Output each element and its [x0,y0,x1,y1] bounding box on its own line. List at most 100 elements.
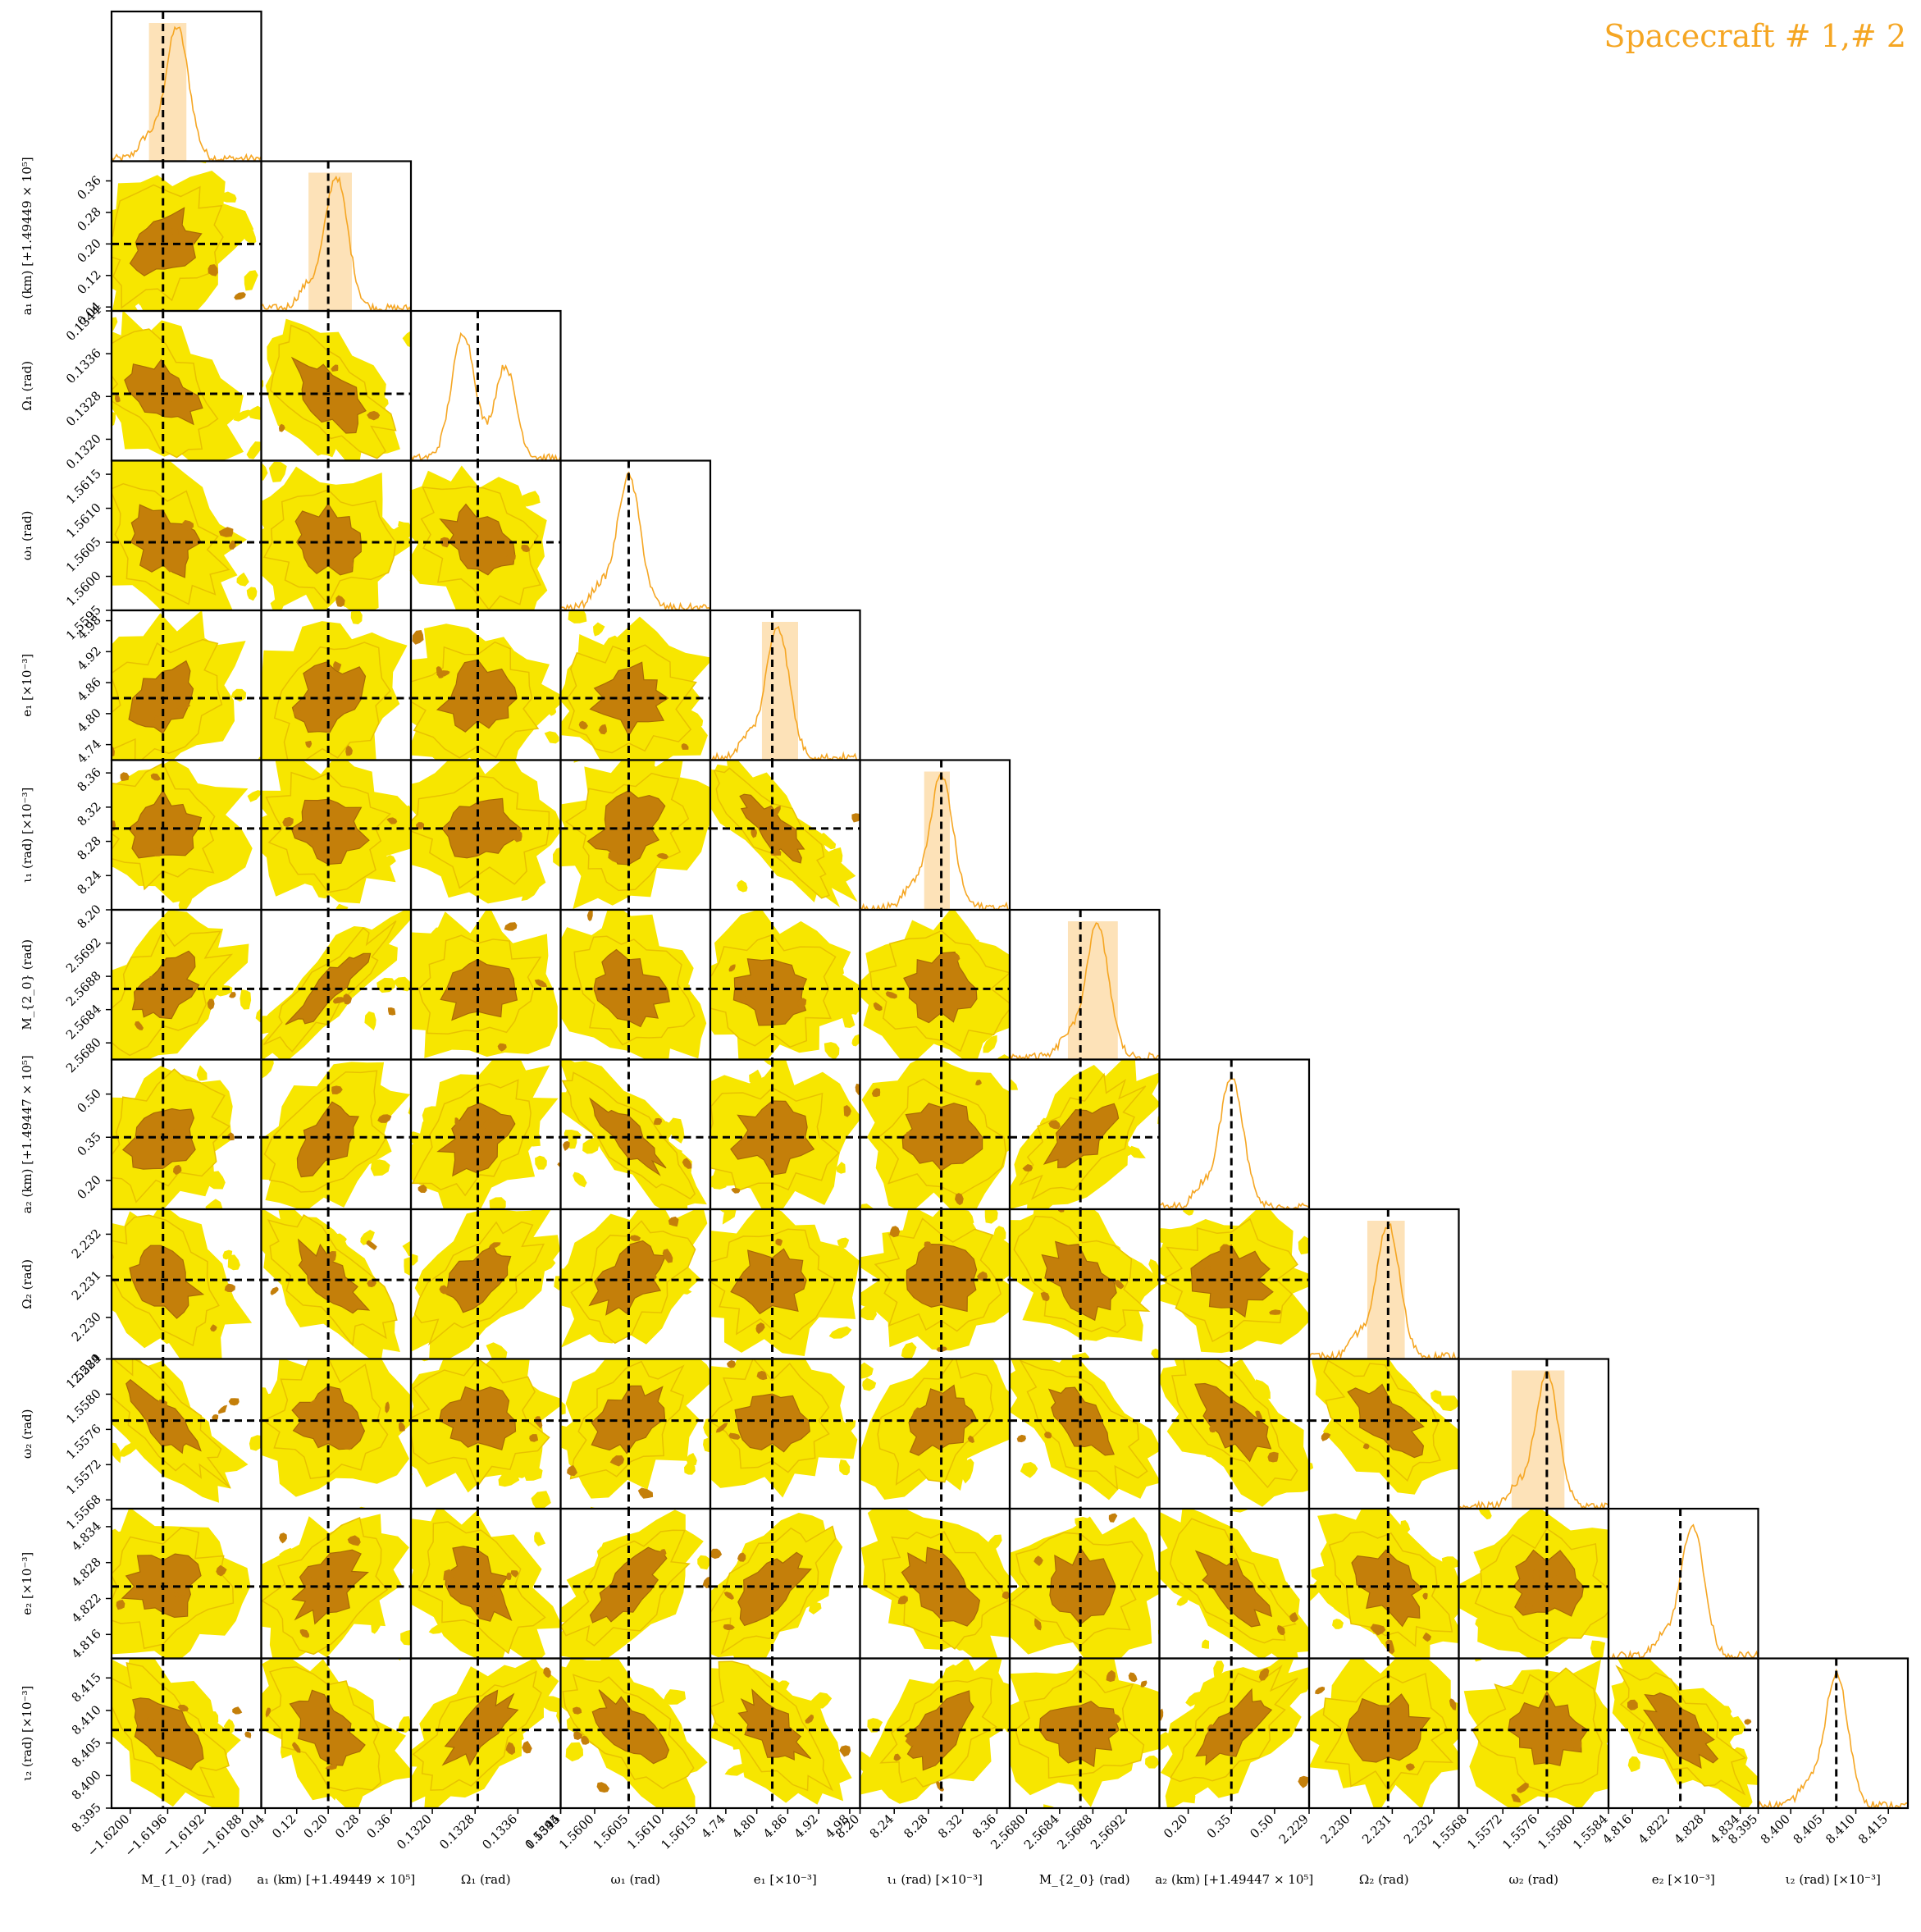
contour-island [560,1400,566,1415]
contour-island [979,1543,995,1563]
contour-inner-island [1258,1668,1270,1681]
contour-island [489,1197,506,1209]
contour-inner-island [1549,1575,1558,1587]
panel-a2-iota1 [859,1058,1011,1211]
contour-inner-island [1321,1432,1331,1441]
x-axis-label: e₁ [×10⁻³] [754,1872,817,1887]
contour-island [830,962,844,977]
contour-inner-island [967,1435,974,1443]
contour-inner-island [1002,1592,1010,1600]
contour-island [710,1397,715,1410]
credible-band [1067,921,1118,1060]
y-tick-label: 1.5580 [63,1386,104,1427]
contour-inner-island [503,554,516,564]
contour-island [1186,1229,1198,1243]
contour-inner-island [347,1535,361,1546]
contour-inner [441,1689,519,1766]
panel-e2-omega1 [559,1507,712,1660]
x-tick-label: 8.28 [901,1811,930,1841]
y-tick-label: 8.28 [74,834,103,863]
contour-inner-island [619,961,628,970]
y-axis-label: ι₂ (rad) [×10⁻³] [20,1686,34,1781]
contour-inner-island [851,813,860,823]
contour-island [261,462,268,482]
y-tick-label: 4.828 [69,1555,104,1590]
contour-island [539,1312,553,1329]
x-tick-label: 1.5568 [1429,1811,1470,1852]
y-tick-label: 8.24 [74,867,103,897]
contour-inner-island [586,910,593,921]
contour-island [137,1491,153,1507]
x-tick-label: 4.74 [698,1811,728,1841]
contour-island [537,1734,552,1749]
contour-inner-island [728,964,736,972]
contour-inner-island [232,1706,243,1715]
x-axis-label: ι₁ (rad) [×10⁻³] [887,1872,983,1887]
contour-inner-island [1016,1434,1026,1443]
contour-inner-island [148,975,162,985]
contour-inner-island [739,994,748,1004]
contour-island [1148,1258,1160,1281]
contour-inner-island [1219,1292,1225,1300]
x-tick-label: 1.5615 [658,1811,699,1852]
contour-island [225,764,237,776]
contour-island [1298,1235,1309,1255]
contour-island [402,331,411,348]
contour-inner-island [229,992,236,998]
contour-island [404,1257,411,1276]
contour-island [1255,1379,1271,1400]
panel-e1-Omega1 [409,609,562,761]
contour-inner-island [135,1021,144,1030]
contour-island [561,534,577,550]
contour-island [1627,1756,1640,1772]
contour-inner-island [1627,1699,1638,1710]
x-tick-label: 0.20 [301,1811,331,1841]
contour-inner-island [731,1188,741,1194]
contour-inner-island [412,630,424,645]
contour-island [668,1594,681,1618]
contour-inner-island [578,720,588,730]
contour-island [364,1011,376,1030]
contour-inner-island [636,1009,645,1021]
panel-Omega2-M2_0 [1008,1208,1161,1360]
contour-inner-island [504,922,518,931]
contour-inner-island [1744,1719,1752,1725]
contour-island [1033,900,1047,916]
contour-island [1294,1682,1309,1696]
contour-inner-island [1449,1698,1457,1710]
contour-inner-island [483,1587,496,1599]
contour-island [411,1131,426,1148]
x-tick-label: 0.20 [1161,1811,1190,1841]
contour-island [372,1093,390,1112]
contour-island [411,1254,418,1266]
contour-inner-island [573,1731,583,1740]
contour-inner-island [457,1272,470,1281]
contour-island [1175,1788,1196,1804]
contour-inner-island [947,952,960,966]
panel-omega2-e1 [709,1358,861,1510]
panel-e1-e1 [709,609,861,761]
contour-island [1151,1348,1160,1359]
contour-island [498,1471,520,1487]
contour-island [749,1069,762,1087]
contour-inner-island [497,1043,507,1052]
contour-island [1159,1228,1174,1243]
contour-island [34,1230,48,1247]
contour-island [261,717,272,732]
contour-inner-island [1516,1782,1529,1793]
contour-island [363,1676,376,1685]
contour-island [984,1209,998,1224]
contour-island [640,760,655,775]
x-tick-label: 0.36 [363,1811,393,1841]
marginal-density-a2 [1159,1078,1309,1209]
y-tick-label: 8.36 [74,765,103,794]
contour-inner-island [367,410,381,421]
contour-inner-island [1022,1164,1034,1172]
contour-inner-island [1267,1451,1279,1463]
contour-inner-island [299,1628,310,1638]
x-tick-label: 1.5580 [1535,1811,1576,1852]
contour-island [841,1420,856,1436]
